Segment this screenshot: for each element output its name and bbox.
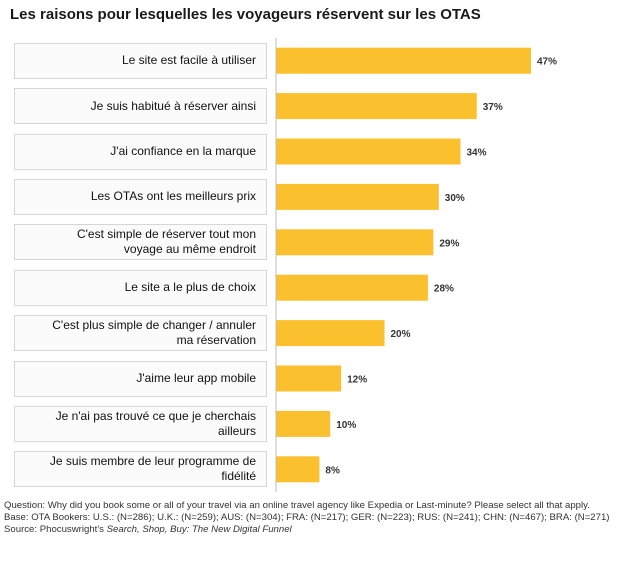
category-label-box <box>14 315 267 352</box>
category-label-text: J'aime leur app mobile <box>136 371 256 386</box>
category-label-line: C'est simple de réserver tout mon <box>76 227 256 242</box>
category-label-box <box>14 451 267 488</box>
category-label: Les OTAs ont les meilleurs prix <box>14 179 262 215</box>
value-label: 8% <box>325 465 340 476</box>
value-label: 34% <box>466 148 486 159</box>
category-label-line: J'ai confiance en la marque <box>110 144 256 158</box>
source-title: Search, Shop, Buy: The New Digital Funne… <box>106 524 292 536</box>
category-label-box <box>14 42 267 79</box>
bar <box>276 47 531 74</box>
category-label-box <box>14 133 267 170</box>
value-label: 30% <box>445 193 465 204</box>
category-label-box <box>14 405 267 442</box>
value-label: 47% <box>537 57 557 68</box>
category-label-line: ailleurs <box>217 423 256 438</box>
category-label-line: Le site a le plus de choix <box>124 280 256 295</box>
footnote: Question: Why did you book some or all o… <box>4 500 636 537</box>
category-label-line: voyage au même endroit <box>123 242 256 257</box>
category-label-line: Je n'ai pas trouvé ce que je cherchais <box>55 408 256 423</box>
bar <box>276 320 385 347</box>
category-label-box <box>14 360 267 397</box>
category-label-text: Je n'ai pas trouvé ce que je cherchais ai… <box>56 409 256 439</box>
bar <box>276 410 331 437</box>
category-label-text: Je suis habitué à réserver ainsi <box>91 99 256 114</box>
bar <box>276 93 477 120</box>
category-label-text: Le site a le plus de choix <box>125 280 256 295</box>
category-label: Je suis membre de leur programme de fidél… <box>14 451 262 487</box>
category-label: C'est plus simple de changer / annuler ma… <box>14 315 262 351</box>
category-label-line: ma réservation <box>176 333 256 348</box>
category-label-line: fidélité <box>221 469 256 484</box>
value-label: 12% <box>347 375 367 386</box>
category-label-text: C'est simple de réserver tout mon voyage … <box>77 227 256 257</box>
category-label-line: Les OTAs ont les meilleurs prix <box>90 189 256 204</box>
value-label: 29% <box>439 238 459 249</box>
category-label-box <box>14 178 267 215</box>
category-label-box <box>14 269 267 306</box>
category-label: Le site est facile à utiliser <box>14 43 262 79</box>
bar <box>276 183 439 210</box>
category-label-text: J'ai confiance en la marque <box>110 144 256 159</box>
category-label-line: Le site est facile à utiliser <box>121 53 256 68</box>
category-label-text: Les OTAs ont les meilleurs prix <box>91 189 256 204</box>
category-label: Je suis habitué à réserver ainsi <box>14 88 262 124</box>
value-label: 20% <box>391 329 411 340</box>
bar-chart: 47% 37% 34% 30% 29% 28% 20% 12% 10% 8% <box>275 38 557 492</box>
category-label: C'est simple de réserver tout mon voyage … <box>14 224 262 260</box>
value-label: 28% <box>434 284 454 295</box>
category-label: Le site a le plus de choix <box>14 270 262 306</box>
category-label-line: J'aime leur app mobile <box>136 371 256 385</box>
category-label-line: Je suis membre de leur programme de <box>49 454 256 469</box>
bar <box>276 229 434 256</box>
footnote-base: Base: OTA Bookers: U.S.: (N=286); U.K.: … <box>4 512 610 524</box>
bar <box>276 365 342 392</box>
category-label: Je n'ai pas trouvé ce que je cherchais ai… <box>14 406 262 442</box>
category-label-text: C'est plus simple de changer / annuler ma… <box>52 318 256 348</box>
footnote-question: Question: Why did you book some or all o… <box>4 500 590 511</box>
source-prefix: Source: Phocuswright's <box>4 524 107 536</box>
value-label: 10% <box>336 420 356 431</box>
bar <box>276 274 428 301</box>
category-label-line: Je suis habitué à réserver ainsi <box>90 98 256 113</box>
category-label-box <box>14 224 267 261</box>
bar <box>276 456 320 483</box>
category-label-line: C'est plus simple de changer / annuler <box>52 318 256 333</box>
chart-title: Les raisons pour lesquelles les voyageur… <box>10 6 481 23</box>
footnote-source: Source: Phocuswright's Search, Shop, Buy… <box>4 524 636 536</box>
value-label: 37% <box>483 102 503 113</box>
bar <box>276 138 461 165</box>
category-label: J'aime leur app mobile <box>14 361 262 397</box>
category-label-box <box>14 88 267 125</box>
category-label-text: Je suis membre de leur programme de fidél… <box>50 454 256 484</box>
category-label: J'ai confiance en la marque <box>14 134 262 170</box>
category-label-text: Le site est facile à utiliser <box>122 53 256 68</box>
